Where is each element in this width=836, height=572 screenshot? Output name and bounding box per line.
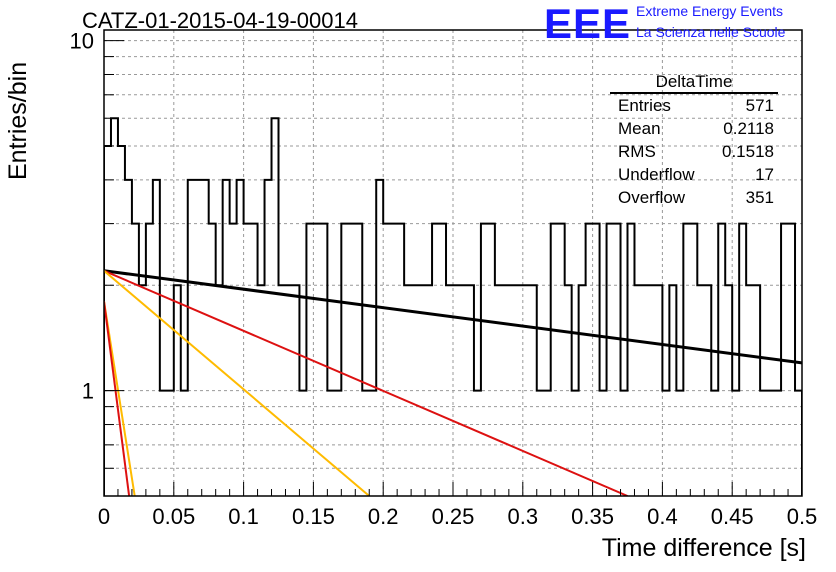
y-tick-label: 10 <box>70 29 94 54</box>
stats-row-entries: Entries 571 <box>610 94 778 117</box>
chart-title: CATZ-01-2015-04-19-00014 <box>82 8 358 33</box>
stats-row-overflow: Overflow 351 <box>610 186 778 209</box>
stats-label: Entries <box>618 96 671 115</box>
x-tick-label: 0.45 <box>711 504 754 529</box>
x-tick-label: 0.2 <box>368 504 399 529</box>
x-tick-label: 0.05 <box>152 504 195 529</box>
stats-row-mean: Mean 0.2118 <box>610 117 778 140</box>
logo-line-2: La Scienza nelle Scuole <box>636 24 786 40</box>
histogram-steps <box>104 117 802 496</box>
x-tick-label: 0.15 <box>292 504 335 529</box>
x-tick-label: 0.3 <box>508 504 539 529</box>
y-axis-title: Entries/bin <box>4 61 32 180</box>
stats-row-rms: RMS 0.1518 <box>610 140 778 163</box>
stats-row-underflow: Underflow 17 <box>610 163 778 186</box>
stats-title: DeltaTime <box>610 72 778 94</box>
stats-value: 17 <box>755 165 774 184</box>
x-tick-label: 0.5 <box>787 504 818 529</box>
stats-value: 0.1518 <box>722 142 774 161</box>
fit-line-2 <box>104 269 370 496</box>
x-tick-label: 0.35 <box>571 504 614 529</box>
stats-label: Underflow <box>618 165 695 184</box>
x-tick-label: 0 <box>98 504 110 529</box>
fit-line-0 <box>104 269 802 365</box>
fit-line-4 <box>104 301 131 496</box>
x-tick-label: 0.25 <box>432 504 475 529</box>
stats-label: Overflow <box>618 188 686 207</box>
x-tick-label: 0.4 <box>647 504 678 529</box>
stats-label: RMS <box>618 142 656 161</box>
eee-logo: EEE <box>544 0 632 47</box>
logo-line-1: Extreme Energy Events <box>636 3 784 19</box>
stats-value: 351 <box>745 188 774 207</box>
stats-box: DeltaTime Entries 571 Mean 0.2118 RMS 0.… <box>610 72 778 209</box>
stats-label: Mean <box>618 119 661 138</box>
stats-value: 571 <box>745 96 774 115</box>
fit-line-1 <box>104 269 628 496</box>
y-tick-label: 1 <box>82 379 94 404</box>
x-axis-title: Time difference [s] <box>601 534 806 562</box>
x-tick-label: 0.1 <box>228 504 259 529</box>
stats-value: 0.2118 <box>723 119 774 138</box>
